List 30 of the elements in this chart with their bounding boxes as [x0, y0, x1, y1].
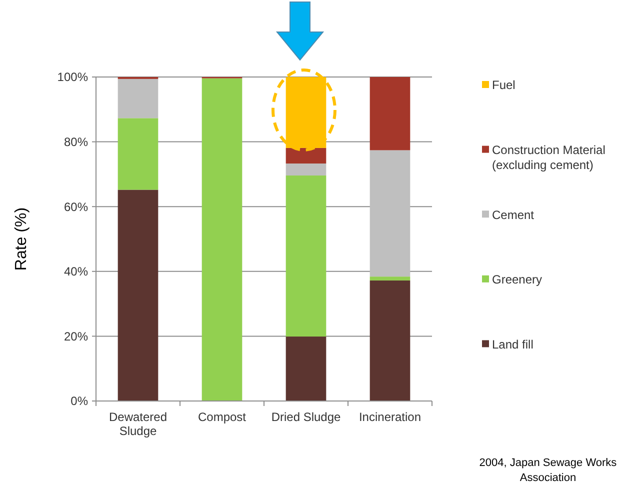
bar — [286, 336, 326, 401]
bar — [370, 77, 410, 150]
legend-label: Fuel — [492, 78, 516, 92]
bar — [202, 78, 242, 401]
y-tick-label: 20% — [64, 329, 88, 344]
bar — [286, 175, 326, 337]
bar — [286, 77, 326, 148]
bar — [370, 276, 410, 280]
y-tick-label: 100% — [57, 70, 88, 84]
x-tick-label: Compost — [198, 410, 247, 424]
y-tick-label: 0% — [70, 394, 88, 408]
x-tick-label: Dried Sludge — [271, 410, 342, 424]
bar — [118, 118, 158, 190]
y-tick-label: 60% — [64, 200, 88, 214]
bar — [286, 164, 326, 176]
legend-label: Construction Material (excluding cement) — [492, 143, 606, 172]
x-tick-label: Dewatered Sludge — [108, 410, 168, 438]
legend-label: Greenery — [492, 272, 542, 287]
text: 2004, Japan Sewage Works Association — [479, 457, 618, 484]
y-tick-label: 80% — [64, 135, 88, 149]
y-tick-label: 40% — [64, 264, 88, 279]
bar — [370, 280, 410, 401]
bar — [370, 150, 410, 277]
x-tick-label: Incineration — [358, 410, 422, 424]
y-axis-title: Rate (%) — [13, 207, 30, 271]
bar — [286, 148, 326, 164]
bar — [118, 190, 158, 401]
legend-label: Cement — [492, 208, 535, 222]
bar — [118, 78, 158, 118]
legend-label: Land fill — [492, 337, 534, 352]
